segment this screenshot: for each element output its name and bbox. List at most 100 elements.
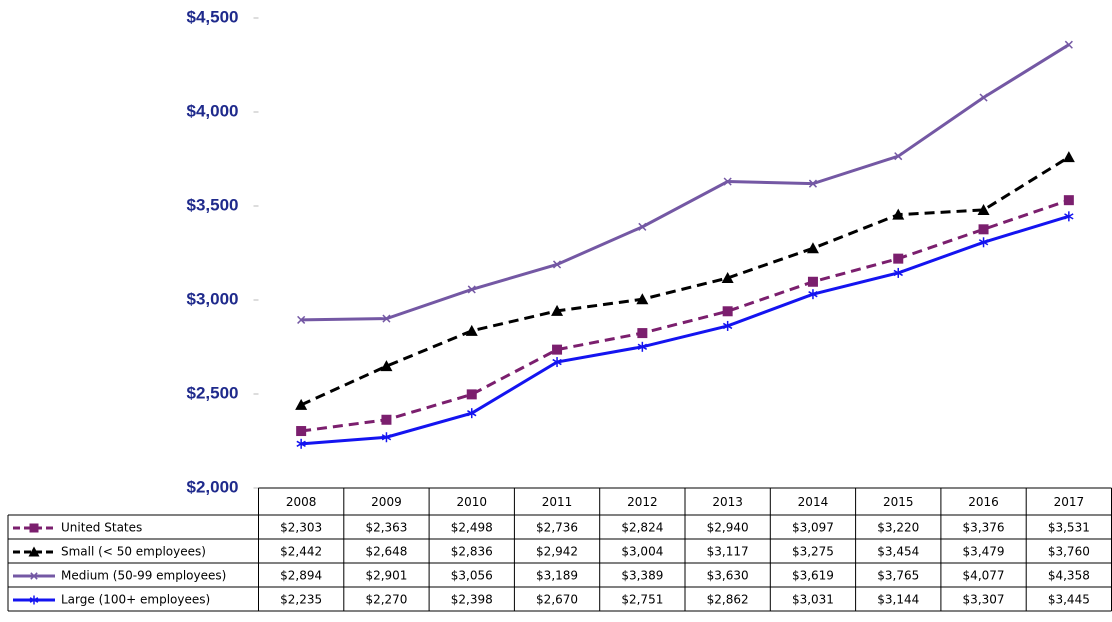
marker (29, 523, 39, 533)
table-value: $2,648 (365, 545, 407, 559)
marker (28, 546, 40, 557)
table-value: $2,894 (280, 569, 322, 583)
y-tick-label: $4,000 (187, 101, 239, 120)
marker (296, 438, 306, 449)
marker (978, 224, 989, 235)
x-tick-label: 2016 (968, 495, 999, 509)
table-value: $3,630 (707, 569, 749, 583)
marker (638, 222, 647, 231)
table-value: $4,358 (1048, 569, 1090, 583)
table-value: $2,736 (536, 521, 578, 535)
table-value: $2,398 (451, 593, 493, 607)
marker-stroke (552, 260, 562, 269)
x-tick-label: 2014 (798, 495, 829, 509)
table-value: $3,144 (877, 593, 919, 607)
marker-stroke (382, 314, 391, 323)
legend-marker (30, 572, 38, 580)
marker-stroke (552, 358, 562, 366)
table-value: $2,901 (365, 569, 407, 583)
marker-stroke (723, 177, 732, 186)
marker (1062, 151, 1075, 163)
marker (722, 306, 733, 317)
marker (723, 177, 732, 186)
y-tick-label: $3,500 (187, 195, 239, 214)
marker (551, 304, 564, 316)
marker (722, 320, 733, 331)
series-line (301, 43, 1070, 322)
x-tick-label: 2010 (456, 495, 487, 509)
marker-stroke (978, 239, 989, 246)
marker (1064, 40, 1073, 49)
marker (636, 293, 649, 305)
marker (721, 272, 734, 284)
marker-stroke (637, 343, 648, 350)
legend-label: Small (< 50 employees) (61, 545, 206, 559)
marker (467, 285, 476, 294)
table-value: $4,077 (963, 569, 1005, 583)
legend-marker (29, 595, 39, 605)
table-value: $2,940 (707, 521, 749, 535)
marker-stroke (808, 179, 818, 188)
marker-stroke (722, 322, 733, 330)
marker (978, 237, 989, 248)
table-value: $2,270 (365, 593, 407, 607)
x-tick-label: 2009 (371, 495, 402, 509)
marker-stroke (638, 222, 647, 231)
x-tick-label: 2017 (1054, 495, 1085, 509)
table-value: $2,751 (621, 593, 663, 607)
marker (296, 426, 307, 437)
marker-stroke (297, 315, 306, 324)
table-value: $3,765 (877, 569, 919, 583)
marker-stroke (1064, 213, 1074, 220)
table-value: $3,376 (963, 521, 1005, 535)
marker-stroke (893, 269, 903, 277)
legend-label: Large (100+ employees) (61, 593, 210, 607)
x-tick-label: 2011 (542, 495, 573, 509)
y-tick-label: $4,500 (187, 7, 239, 26)
marker (894, 152, 903, 161)
table-value: $3,389 (621, 569, 663, 583)
table-value: $2,942 (536, 545, 578, 559)
table-value: $2,836 (451, 545, 493, 559)
marker (807, 276, 818, 287)
marker (297, 315, 306, 324)
marker (295, 398, 308, 410)
x-tick-label: 2008 (286, 495, 317, 509)
table-value: $3,189 (536, 569, 578, 583)
marker (466, 389, 477, 400)
marker-stroke (808, 291, 818, 298)
legend-marker (28, 546, 40, 557)
marker-stroke (30, 572, 38, 580)
x-tick-label: 2013 (712, 495, 743, 509)
marker-stroke (296, 440, 306, 447)
marker (637, 341, 648, 352)
marker (381, 414, 392, 425)
marker (382, 314, 391, 323)
marker (465, 324, 478, 336)
marker (552, 344, 563, 355)
marker (552, 260, 562, 269)
table-value: $3,275 (792, 545, 834, 559)
marker (467, 408, 477, 419)
marker-stroke (979, 93, 988, 102)
table-value: $3,619 (792, 569, 834, 583)
series-line (300, 198, 1070, 433)
marker (637, 328, 648, 339)
y-tick-label: $2,000 (187, 477, 239, 496)
table-value: $3,531 (1048, 521, 1090, 535)
marker (806, 242, 819, 254)
table-value: $3,097 (792, 521, 834, 535)
table-value: $2,862 (707, 593, 749, 607)
marker-stroke (467, 285, 476, 294)
x-tick-label: 2015 (883, 495, 914, 509)
table-value: $2,498 (451, 521, 493, 535)
marker (1064, 211, 1074, 222)
series-line (300, 155, 1070, 407)
table-value: $2,235 (280, 593, 322, 607)
marker-stroke (1064, 40, 1073, 49)
marker (380, 360, 393, 372)
table-value: $2,442 (280, 545, 322, 559)
marker (893, 253, 904, 264)
marker (892, 208, 905, 220)
